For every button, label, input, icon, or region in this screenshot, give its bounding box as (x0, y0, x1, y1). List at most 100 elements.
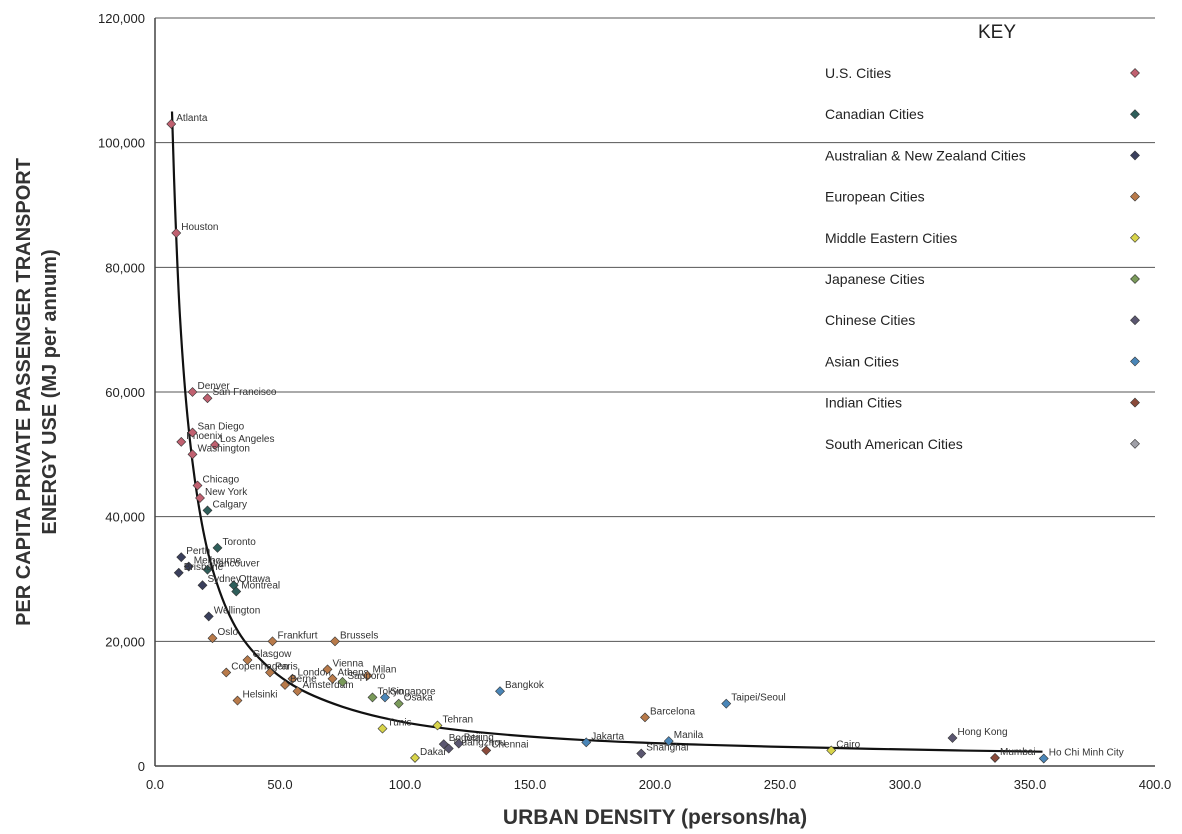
data-point (183, 561, 194, 572)
point-label: Cairo (836, 739, 860, 750)
point-label: Tehran (443, 714, 474, 725)
point-label: Phoenix (186, 431, 222, 442)
trend-curve (170, 111, 1043, 753)
y-tick-label: 60,000 (105, 385, 145, 400)
point-label: Ho Chi Minh City (1049, 748, 1124, 759)
point-label: Bangkok (505, 680, 545, 691)
point-label: Berne (290, 674, 317, 685)
point-label: London (298, 668, 331, 679)
point-label: Singapore (390, 686, 436, 697)
y-tick-label: 80,000 (105, 260, 145, 275)
legend-entry-label: South American Cities (825, 436, 963, 452)
point-label: Amsterdam (303, 680, 354, 691)
legend-entry-label: European Cities (825, 189, 925, 205)
data-point (947, 733, 958, 743)
data-point (410, 752, 420, 763)
point-label: Ottawa (239, 574, 271, 585)
data-point (337, 676, 348, 687)
data-point (453, 738, 464, 749)
legend-marker (1130, 438, 1140, 449)
legend-entry-label: Australian & New Zealand Cities (825, 147, 1026, 163)
data-point (187, 449, 198, 460)
point-label: San Francisco (213, 387, 277, 398)
data-point (393, 698, 404, 709)
point-label: Calgary (213, 499, 247, 510)
data-point (231, 586, 242, 597)
legend-entry-label: Middle Eastern Cities (825, 230, 957, 246)
y-tick-labels: 0 20,000 40,000 60,000 80,000 100,000 120,000 (98, 11, 145, 774)
data-point (173, 567, 184, 578)
point-label: Beijing (464, 733, 494, 744)
point-label: Hong Kong (958, 727, 1008, 738)
y-axis-title-line2: ENERGY USE (MJ per annum) (39, 249, 61, 534)
legend-marker (1130, 150, 1140, 161)
point-label: Montreal (241, 580, 280, 591)
data-point (197, 580, 208, 591)
point-label: Vienna (333, 658, 364, 669)
data-point (192, 480, 203, 491)
data-point (195, 493, 205, 503)
legend-entry-label: Chinese Cities (825, 312, 915, 328)
legend: KEY U.S. Cities Canadian Cities Australian… (825, 22, 1140, 452)
point-label: Osaka (404, 693, 433, 704)
data-point (481, 745, 492, 756)
point-label: Brussels (340, 630, 378, 641)
point-label: Barcelona (650, 706, 695, 717)
x-axis-title: URBAN DENSITY (persons/ha) (503, 806, 807, 829)
y-tick-label: 120,000 (98, 11, 145, 26)
point-label: Brisbane (184, 562, 224, 573)
legend-marker (1130, 315, 1140, 326)
data-point (330, 636, 340, 647)
point-label: Sapporo (348, 671, 386, 682)
legend-marker (1130, 356, 1140, 367)
x-tick-label: 0.0 (146, 777, 164, 792)
point-label: Manila (674, 730, 704, 741)
data-point (232, 695, 243, 706)
data-point (176, 552, 187, 563)
point-label: Tokyo (378, 686, 405, 697)
data-point (362, 670, 373, 681)
point-label: Denver (198, 381, 231, 392)
x-tick-label: 300.0 (889, 777, 922, 792)
data-point (636, 748, 647, 759)
data-point (327, 673, 338, 684)
data-point (187, 427, 198, 438)
point-label: Mumbai (1000, 747, 1036, 758)
y-tick-label: 100,000 (98, 136, 145, 151)
point-label: Melbourne (194, 556, 242, 567)
point-label: Washington (198, 443, 250, 454)
point-label: Bogota (449, 733, 481, 744)
point-label: Copenhagen (231, 662, 288, 673)
legend-marker (1130, 109, 1140, 120)
point-label: Taipei/Seoul (731, 693, 785, 704)
data-point (443, 743, 454, 754)
data-point (210, 440, 220, 450)
point-label: Glasgow (253, 649, 293, 660)
point-label: Wellington (214, 605, 261, 616)
y-tick-label: 40,000 (105, 510, 145, 525)
data-point (202, 505, 213, 516)
data-point (176, 436, 187, 447)
data-point (990, 752, 1000, 763)
data-point (242, 655, 253, 665)
point-label: Tunis (388, 718, 412, 729)
point-label: Houston (181, 222, 218, 233)
data-point (826, 745, 837, 756)
legend-marker (1130, 397, 1140, 408)
x-tick-label: 50.0 (267, 777, 292, 792)
legend-entry-label: Indian Cities (825, 395, 902, 411)
x-tick-label: 100.0 (389, 777, 422, 792)
legend-entry-label: Japanese Cities (825, 271, 925, 287)
data-point (432, 720, 443, 731)
data-point (663, 736, 674, 746)
data-point (187, 387, 198, 397)
data-point (380, 692, 390, 703)
data-point (640, 712, 650, 723)
data-point (721, 698, 732, 709)
point-label: Vancouver (213, 559, 261, 570)
data-point (265, 667, 275, 678)
data-point (322, 664, 333, 675)
data-point (367, 692, 378, 703)
legend-entry-label: Canadian Cities (825, 106, 924, 122)
